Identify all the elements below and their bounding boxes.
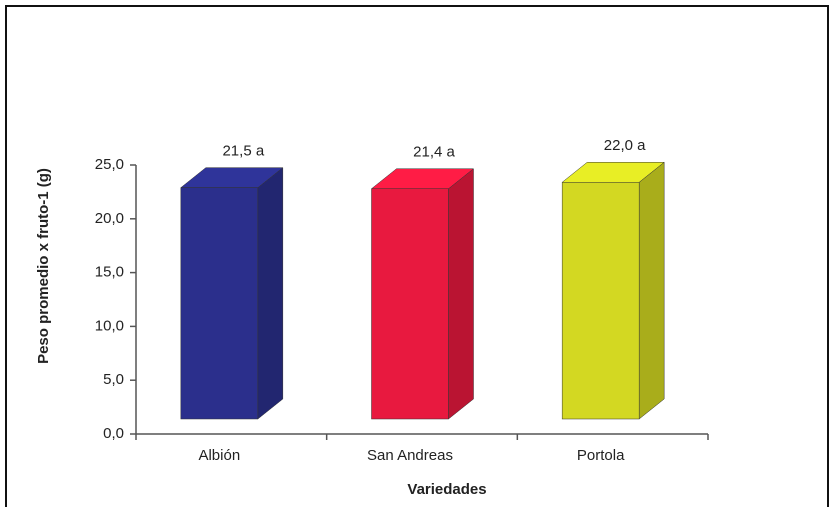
- value-label: 22,0 a: [604, 137, 646, 154]
- y-tick-label: 15,0: [95, 264, 124, 281]
- value-label: 21,4 a: [413, 144, 455, 161]
- frame: [5, 5, 829, 507]
- bar-side: [448, 168, 474, 420]
- y-tick-label: 20,0: [95, 210, 124, 227]
- bar-side: [638, 161, 665, 420]
- y-tick-label: 5,0: [103, 371, 124, 388]
- x-axis-title: Variedades: [407, 481, 486, 498]
- x-tick-label: Albión: [198, 447, 240, 464]
- bar: [561, 182, 640, 420]
- y-axis-title: Peso promedio x fruto-1 (g): [35, 168, 52, 364]
- x-tick-label: Portola: [577, 447, 625, 464]
- x-tick-label: San Andreas: [367, 447, 453, 464]
- bar: [180, 187, 259, 420]
- value-label: 21,5 a: [222, 143, 264, 160]
- y-tick-label: 25,0: [95, 156, 124, 173]
- y-tick-label: 0,0: [103, 425, 124, 442]
- bar-side: [257, 167, 284, 420]
- y-tick-label: 10,0: [95, 317, 124, 334]
- bar: [371, 188, 449, 420]
